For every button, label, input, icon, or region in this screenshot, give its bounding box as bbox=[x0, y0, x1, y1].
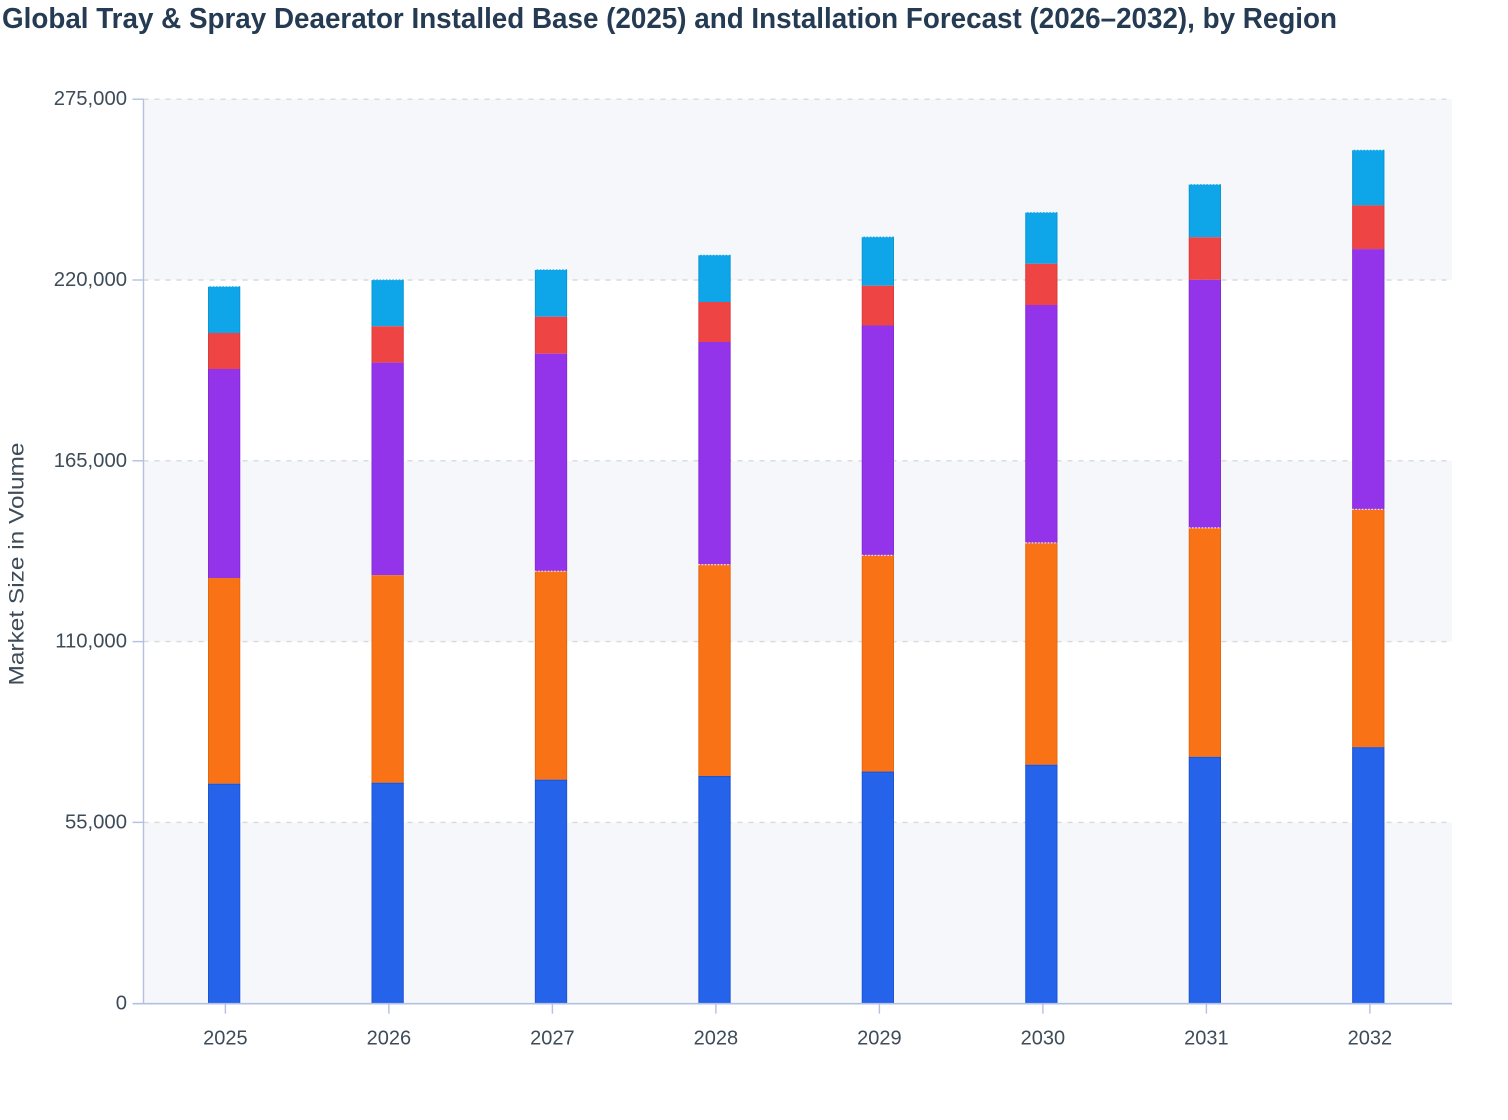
svg-text:0: 0 bbox=[116, 993, 127, 1015]
svg-text:2026: 2026 bbox=[367, 1028, 412, 1050]
svg-text:2031: 2031 bbox=[1184, 1028, 1229, 1050]
svg-text:2029: 2029 bbox=[857, 1028, 902, 1050]
svg-text:2030: 2030 bbox=[1021, 1028, 1066, 1050]
svg-text:Global Tray & Spray Deaerator: Global Tray & Spray Deaerator Installed … bbox=[2, 3, 1337, 35]
svg-text:2027: 2027 bbox=[530, 1028, 575, 1050]
svg-text:Market Size in Volume: Market Size in Volume bbox=[5, 443, 29, 686]
svg-text:110,000: 110,000 bbox=[55, 631, 127, 653]
svg-text:220,000: 220,000 bbox=[54, 269, 127, 291]
svg-text:2025: 2025 bbox=[203, 1028, 248, 1050]
svg-text:2028: 2028 bbox=[694, 1028, 739, 1050]
svg-text:2032: 2032 bbox=[1348, 1028, 1393, 1050]
svg-text:55,000: 55,000 bbox=[65, 811, 127, 833]
svg-text:275,000: 275,000 bbox=[54, 88, 127, 110]
svg-text:165,000: 165,000 bbox=[54, 450, 127, 472]
